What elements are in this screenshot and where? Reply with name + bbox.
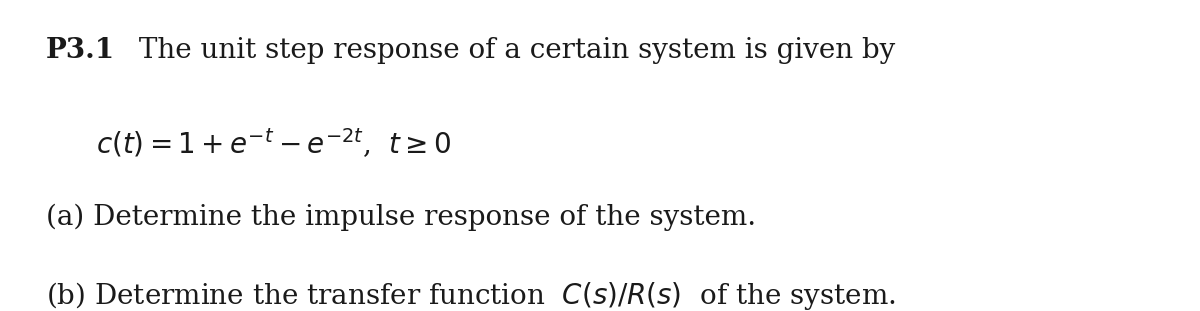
Text: P3.1: P3.1	[46, 37, 115, 64]
Text: The unit step response of a certain system is given by: The unit step response of a certain syst…	[130, 37, 895, 64]
Text: (b) Determine the transfer function  $C(s)/R(s)$  of the system.: (b) Determine the transfer function $C(s…	[46, 280, 895, 311]
Text: (a) Determine the impulse response of the system.: (a) Determine the impulse response of th…	[46, 204, 756, 231]
Text: $c(t) = 1 + e^{-t} - e^{-2t}$,  $t \geq 0$: $c(t) = 1 + e^{-t} - e^{-2t}$, $t \geq 0…	[96, 126, 451, 160]
